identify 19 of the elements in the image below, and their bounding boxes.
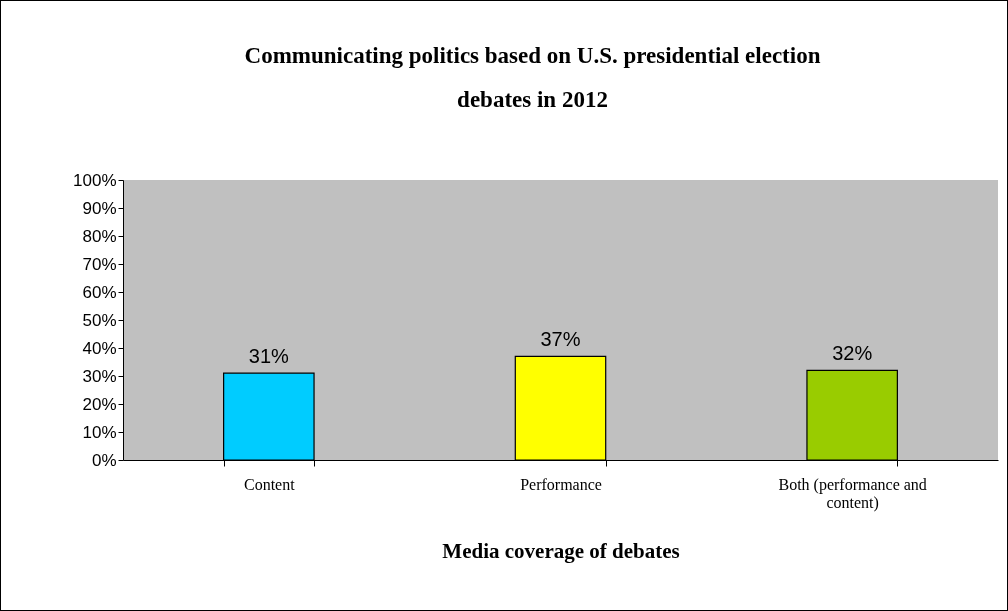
y-tick-label: 0% xyxy=(91,450,117,470)
y-tick-label: 20% xyxy=(82,394,117,414)
x-tick-label: Performance xyxy=(520,475,602,493)
data-label: 37% xyxy=(540,328,581,351)
chart-title: Communicating politics based on U.S. presidential election debates in 2012 xyxy=(244,43,821,112)
y-tick-label: 60% xyxy=(82,282,117,302)
y-tick-label: 80% xyxy=(82,226,117,246)
data-label: 31% xyxy=(248,345,290,368)
x-tick-label: Content xyxy=(244,475,296,493)
y-tick-label: 10% xyxy=(82,422,117,442)
y-tick-label: 40% xyxy=(82,338,117,358)
y-tick-label: 30% xyxy=(82,366,117,386)
y-tick-label: 70% xyxy=(82,254,117,274)
x-tick-label: Both (performance and content) xyxy=(778,475,927,512)
y-tick-label: 100% xyxy=(73,170,117,190)
data-label: 32% xyxy=(832,342,873,365)
x-axis-title: Media coverage of debates xyxy=(442,538,680,563)
y-tick-label: 50% xyxy=(82,310,117,330)
y-tick-label: 90% xyxy=(82,198,117,218)
